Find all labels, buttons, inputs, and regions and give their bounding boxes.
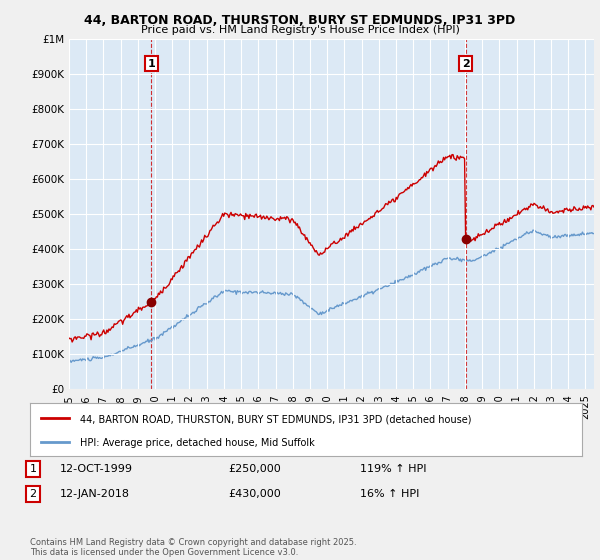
Text: 12-JAN-2018: 12-JAN-2018	[60, 489, 130, 499]
Text: 44, BARTON ROAD, THURSTON, BURY ST EDMUNDS, IP31 3PD (detached house): 44, BARTON ROAD, THURSTON, BURY ST EDMUN…	[80, 414, 471, 424]
Text: £250,000: £250,000	[228, 464, 281, 474]
Text: 44, BARTON ROAD, THURSTON, BURY ST EDMUNDS, IP31 3PD: 44, BARTON ROAD, THURSTON, BURY ST EDMUN…	[85, 14, 515, 27]
Text: Contains HM Land Registry data © Crown copyright and database right 2025.
This d: Contains HM Land Registry data © Crown c…	[30, 538, 356, 557]
Text: HPI: Average price, detached house, Mid Suffolk: HPI: Average price, detached house, Mid …	[80, 437, 314, 447]
Text: 2: 2	[29, 489, 37, 499]
Text: 119% ↑ HPI: 119% ↑ HPI	[360, 464, 427, 474]
Text: Price paid vs. HM Land Registry's House Price Index (HPI): Price paid vs. HM Land Registry's House …	[140, 25, 460, 35]
Text: £430,000: £430,000	[228, 489, 281, 499]
Text: 12-OCT-1999: 12-OCT-1999	[60, 464, 133, 474]
Text: 16% ↑ HPI: 16% ↑ HPI	[360, 489, 419, 499]
Text: 2: 2	[462, 59, 469, 69]
Text: 1: 1	[148, 59, 155, 69]
Text: 1: 1	[29, 464, 37, 474]
